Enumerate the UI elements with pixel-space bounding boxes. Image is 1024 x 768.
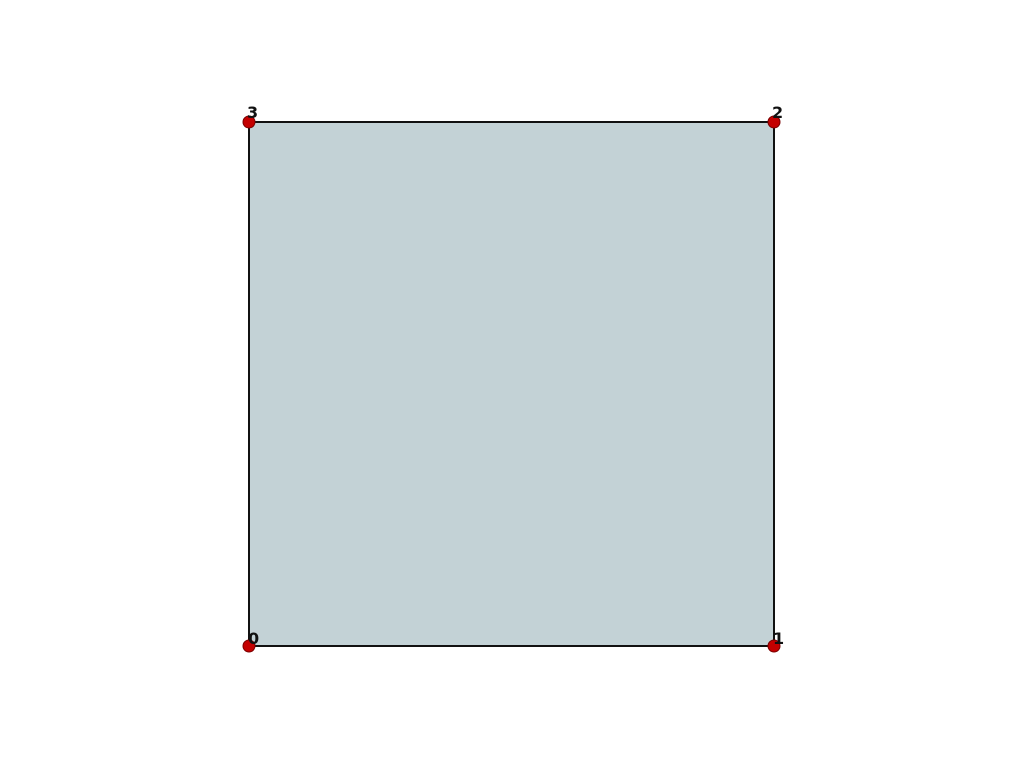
vertex-marker-0: [242, 639, 256, 653]
vertex-marker-1: [767, 639, 781, 653]
vertex-label-1: 1: [773, 629, 784, 648]
vertex-marker-2: [767, 115, 781, 129]
vertex-1: 1: [767, 629, 784, 653]
vertex-0: 0: [242, 629, 259, 653]
quad-face: [248, 121, 775, 647]
vertex-label-0: 0: [248, 629, 259, 648]
vertex-label-3: 3: [247, 103, 258, 122]
vertex-label-2: 2: [772, 103, 783, 122]
vertex-3: 3: [242, 103, 258, 129]
vertex-marker-3: [242, 115, 256, 129]
vertex-2: 2: [767, 103, 783, 129]
